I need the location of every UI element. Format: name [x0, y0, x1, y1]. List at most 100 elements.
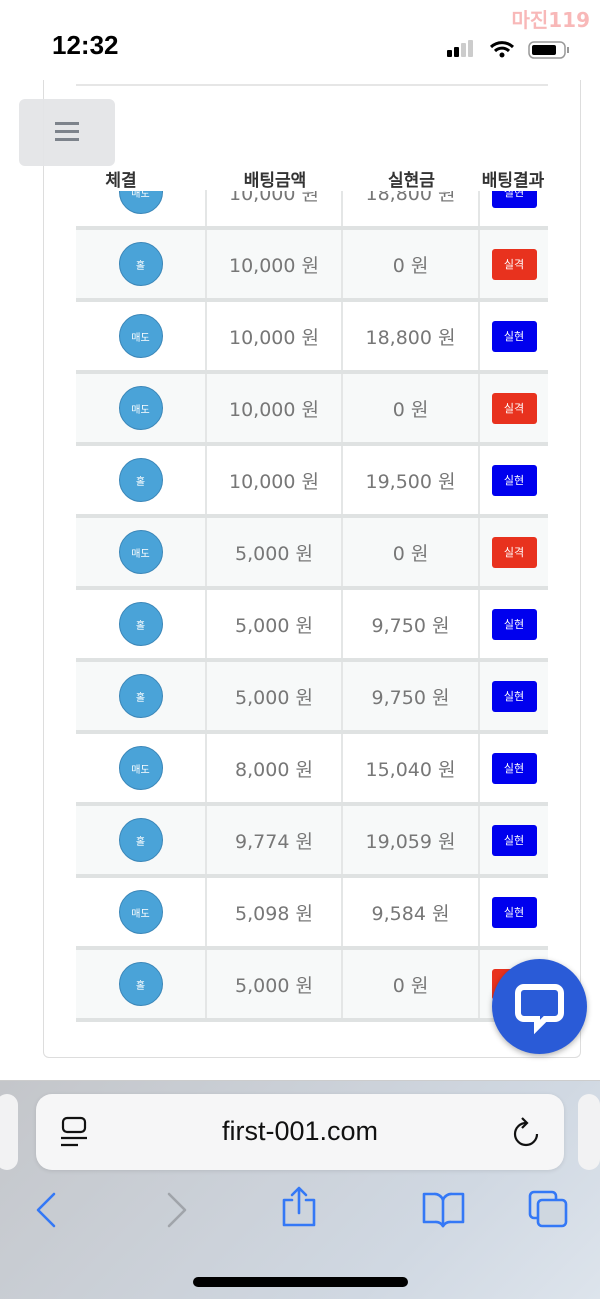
result-cell: 실현 [480, 302, 548, 370]
type-badge: 홀 [118, 242, 163, 286]
back-icon [36, 1192, 56, 1228]
result-cell: 실격 [480, 374, 548, 442]
prev-tab[interactable] [0, 1094, 18, 1170]
status-icons [447, 40, 569, 59]
type-cell: 홀 [76, 662, 207, 730]
header-payout: 실현금 [343, 166, 480, 191]
type-cell: 홀 [76, 806, 207, 874]
type-badge: 홀 [118, 602, 163, 646]
type-badge: 홀 [118, 674, 163, 718]
table-row: 홀 5,000 원 9,750 원 실현 [76, 662, 548, 734]
payout-amount: 0 원 [343, 374, 480, 442]
table-row: 매도 5,098 원 9,584 원 실현 [76, 878, 548, 950]
type-badge: 매도 [118, 386, 163, 430]
result-cell: 실현 [480, 878, 548, 946]
content-card [43, 80, 581, 1058]
bet-amount: 10,000 원 [207, 374, 343, 442]
result-badge: 실현 [491, 608, 537, 640]
type-cell: 홀 [76, 950, 207, 1018]
signal-icon [447, 40, 473, 57]
address-bar[interactable]: first-001.com [36, 1094, 564, 1170]
bet-amount: 5,000 원 [207, 950, 343, 1018]
forward-icon [167, 1192, 187, 1228]
payout-amount: 19,500 원 [343, 446, 480, 514]
type-badge: 홀 [118, 458, 163, 502]
reader-icon [61, 1116, 87, 1147]
payout-amount: 18,800 원 [343, 302, 480, 370]
wifi-icon [489, 41, 515, 53]
header-bet: 배팅금액 [207, 166, 343, 191]
result-cell: 실현 [480, 190, 548, 226]
type-cell: 매도 [76, 518, 207, 586]
result-badge: 실현 [491, 190, 537, 208]
payout-amount: 0 원 [343, 950, 480, 1018]
result-badge: 실현 [491, 680, 537, 712]
type-badge: 매도 [118, 190, 163, 214]
header-result: 배팅결과 [476, 166, 550, 191]
result-cell: 실현 [480, 662, 548, 730]
table-row: 홀 5,000 원 0 원 실격 [76, 950, 548, 1022]
bet-amount: 8,000 원 [207, 734, 343, 802]
bet-amount: 5,000 원 [207, 590, 343, 658]
bet-amount: 10,000 원 [207, 446, 343, 514]
type-badge: 매도 [118, 314, 163, 358]
payout-amount: 15,040 원 [343, 734, 480, 802]
payout-amount: 9,750 원 [343, 590, 480, 658]
type-badge: 매도 [118, 890, 163, 934]
chat-icon [515, 984, 564, 1035]
result-cell: 실격 [480, 230, 548, 298]
home-indicator [193, 1277, 408, 1287]
result-badge: 실격 [491, 248, 537, 280]
result-badge: 실현 [491, 896, 537, 928]
table-row: 홀 10,000 원 19,500 원 실현 [76, 446, 548, 518]
type-badge: 홀 [118, 962, 163, 1006]
result-badge: 실현 [491, 320, 537, 352]
bookmarks-icon [422, 1192, 465, 1228]
type-cell: 홀 [76, 230, 207, 298]
bet-amount: 5,000 원 [207, 662, 343, 730]
result-badge: 실현 [491, 824, 537, 856]
nav-icons [36, 1186, 568, 1228]
chat-button[interactable] [492, 959, 587, 1054]
tabs-icon [528, 1190, 568, 1228]
battery-icon [528, 41, 569, 59]
result-badge: 실현 [491, 752, 537, 784]
reload-icon[interactable] [510, 1116, 542, 1150]
payout-amount: 9,750 원 [343, 662, 480, 730]
share-icon [282, 1186, 316, 1227]
type-cell: 매도 [76, 878, 207, 946]
type-badge: 매도 [118, 530, 163, 574]
table-row: 홀 10,000 원 0 원 실격 [76, 230, 548, 302]
result-badge: 실격 [491, 536, 537, 568]
table-row: 매도 10,000 원 0 원 실격 [76, 374, 548, 446]
bet-amount: 10,000 원 [207, 302, 343, 370]
divider [76, 84, 548, 86]
header-type: 체결 [76, 166, 166, 191]
result-cell: 실현 [480, 734, 548, 802]
table-row: 매도 5,000 원 0 원 실격 [76, 518, 548, 590]
next-tab[interactable] [578, 1094, 600, 1170]
watermark-logo: 마진119 [511, 8, 590, 32]
status-time: 12:32 [52, 30, 119, 60]
type-cell: 매도 [76, 374, 207, 442]
type-badge: 매도 [118, 746, 163, 790]
result-badge: 실현 [491, 464, 537, 496]
table-row: 홀 5,000 원 9,750 원 실현 [76, 590, 548, 662]
payout-amount: 9,584 원 [343, 878, 480, 946]
type-cell: 매도 [76, 734, 207, 802]
payout-amount: 0 원 [343, 518, 480, 586]
table-row: 매도 10,000 원 18,800 원 실현 [76, 190, 548, 230]
type-cell: 매도 [76, 190, 207, 226]
type-badge: 홀 [118, 818, 163, 862]
type-cell: 홀 [76, 590, 207, 658]
bet-amount: 5,098 원 [207, 878, 343, 946]
menu-button[interactable] [19, 99, 115, 166]
type-cell: 홀 [76, 446, 207, 514]
bet-amount: 5,000 원 [207, 518, 343, 586]
bet-amount: 10,000 원 [207, 230, 343, 298]
payout-amount: 19,059 원 [343, 806, 480, 874]
type-cell: 매도 [76, 302, 207, 370]
result-cell: 실현 [480, 590, 548, 658]
result-cell: 실현 [480, 446, 548, 514]
bet-table[interactable]: 매도 10,000 원 18,800 원 실현 홀 10,000 원 0 원 실격… [76, 190, 548, 1022]
